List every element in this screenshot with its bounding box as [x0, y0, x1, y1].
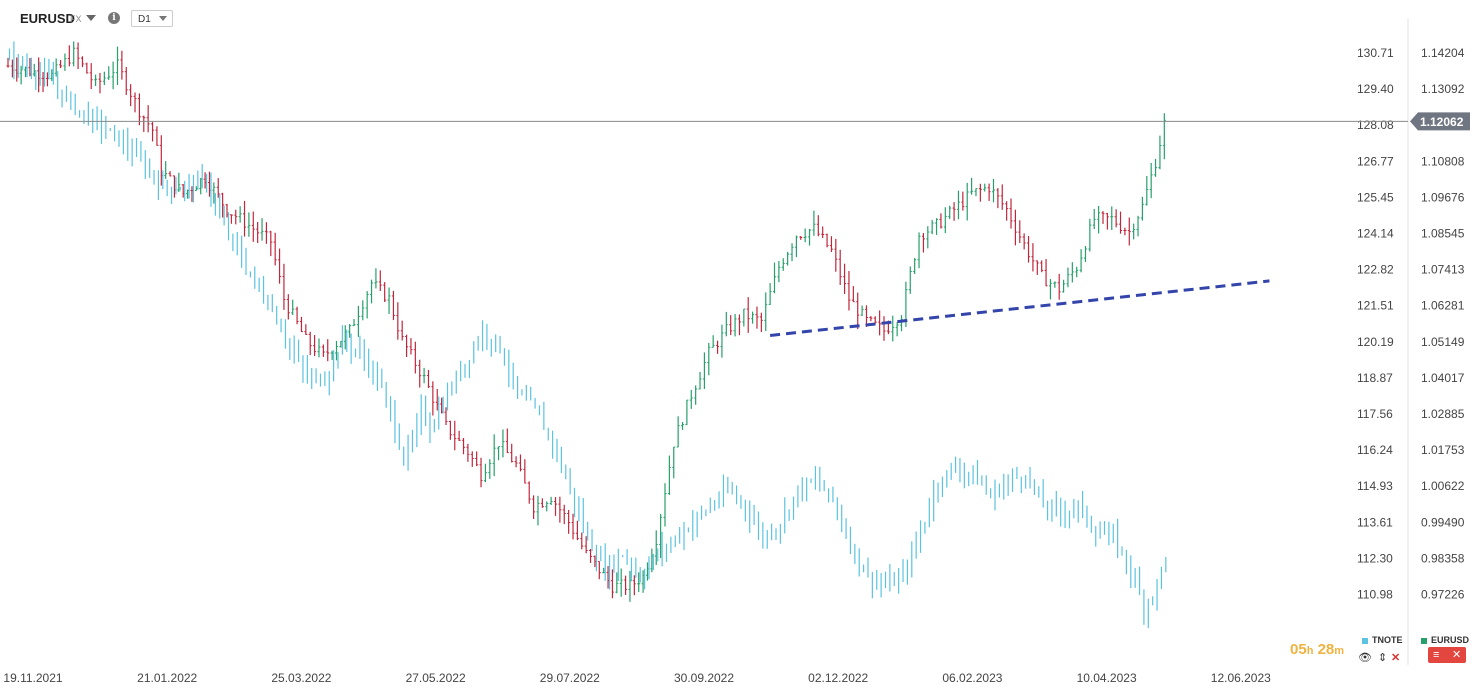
left-axis-tick: 110.98 — [1357, 588, 1393, 602]
chevron-down-icon — [159, 16, 167, 21]
left-axis-tick: 120.19 — [1357, 335, 1394, 349]
x-axis-tick: 06.02.2023 — [942, 671, 1002, 685]
right-axis-tick: 1.04017 — [1421, 371, 1465, 385]
right-axis-tick: 1.07413 — [1421, 263, 1465, 277]
left-axis-tick: 129.40 — [1357, 82, 1394, 96]
countdown-minutes: 28 — [1317, 641, 1335, 658]
left-axis-tick: 128.08 — [1357, 118, 1394, 132]
symbol-label[interactable]: EURUSD — [20, 11, 75, 26]
legend-tnote-label: TNOTE — [1372, 635, 1403, 645]
chart-toolbar: EURUSD FX i D1 — [0, 0, 1482, 36]
left-axis-tick: 130.71 — [1357, 46, 1394, 60]
x-axis-tick: 25.03.2022 — [271, 671, 331, 685]
right-axis-tick: 0.97226 — [1421, 588, 1465, 602]
close-icon[interactable]: ✕ — [1391, 652, 1401, 664]
current-price-label: 1.12062 — [1420, 115, 1464, 129]
right-axis-tick: 1.09676 — [1421, 190, 1465, 204]
x-axis-tick: 29.07.2022 — [540, 671, 600, 685]
bar-close-countdown: 05h 28m — [1290, 641, 1344, 658]
left-axis-tick: 114.93 — [1357, 479, 1393, 493]
legend-eurusd: EURUSD — [1421, 635, 1469, 645]
right-axis-tick: 1.02885 — [1421, 407, 1465, 421]
x-axis-tick: 02.12.2022 — [808, 671, 868, 685]
right-axis-tick: 1.05149 — [1421, 335, 1465, 349]
x-axis-tick: 12.06.2023 — [1211, 671, 1271, 685]
left-axis-tick: 117.56 — [1357, 407, 1393, 421]
timeframe-select[interactable]: D1 — [131, 10, 173, 27]
x-axis-tick: 21.01.2022 — [137, 671, 197, 685]
eurusd-series — [6, 41, 1166, 602]
x-axis-tick: 30.09.2022 — [674, 671, 734, 685]
left-axis-tick: 122.82 — [1357, 263, 1394, 277]
reorder-icon[interactable]: ⇕ — [1378, 652, 1388, 664]
left-axis-tick: 124.14 — [1357, 227, 1394, 241]
left-axis-tick: 118.87 — [1357, 371, 1393, 385]
left-axis-tick: 116.24 — [1357, 443, 1393, 457]
legend-eurusd-label: EURUSD — [1431, 635, 1470, 645]
countdown-hours: 05 — [1290, 641, 1307, 658]
legend-tnote: TNOTE — [1362, 635, 1403, 645]
right-axis-tick: 1.13092 — [1421, 82, 1465, 96]
left-axis-tick: 126.77 — [1357, 154, 1394, 168]
x-axis-tick: 10.04.2023 — [1077, 671, 1137, 685]
eye-icon[interactable]: 👁 — [1358, 652, 1372, 664]
eurusd-swatch — [1421, 637, 1427, 644]
left-axis-tick: 121.51 — [1357, 299, 1394, 313]
close-icon[interactable]: ✕ — [1452, 649, 1462, 661]
current-price-badge — [1410, 112, 1470, 131]
info-icon[interactable]: i — [108, 12, 120, 24]
market-label: FX — [70, 14, 82, 24]
right-axis-tick: 1.14204 — [1421, 46, 1465, 60]
timeframe-value: D1 — [138, 14, 151, 25]
symbol-dropdown-icon[interactable] — [86, 15, 96, 21]
support-trendline — [769, 279, 1270, 337]
right-axis-tick: 1.00622 — [1421, 479, 1465, 493]
left-axis-tick: 125.45 — [1357, 190, 1394, 204]
eurusd-series-tools[interactable]: ≡ ✕ — [1428, 647, 1466, 663]
x-axis-tick: 19.11.2021 — [3, 671, 62, 685]
right-axis-tick: 0.99490 — [1421, 515, 1465, 529]
hour-unit: h — [1306, 645, 1314, 657]
right-axis-tick: 1.06281 — [1421, 299, 1465, 313]
tnote-swatch — [1362, 637, 1368, 644]
right-axis-tick: 1.08545 — [1421, 227, 1465, 241]
right-axis-tick: 1.10808 — [1421, 154, 1465, 168]
x-axis-tick: 27.05.2022 — [406, 671, 466, 685]
tnote-series — [8, 41, 1167, 629]
right-axis-tick: 1.01753 — [1421, 443, 1465, 457]
candles-icon[interactable]: ≡ — [1433, 649, 1440, 661]
minute-unit: m — [1334, 645, 1345, 657]
left-axis-tick: 112.30 — [1357, 551, 1393, 565]
right-axis-tick: 0.98358 — [1421, 551, 1465, 565]
left-axis-tick: 113.61 — [1357, 515, 1393, 529]
